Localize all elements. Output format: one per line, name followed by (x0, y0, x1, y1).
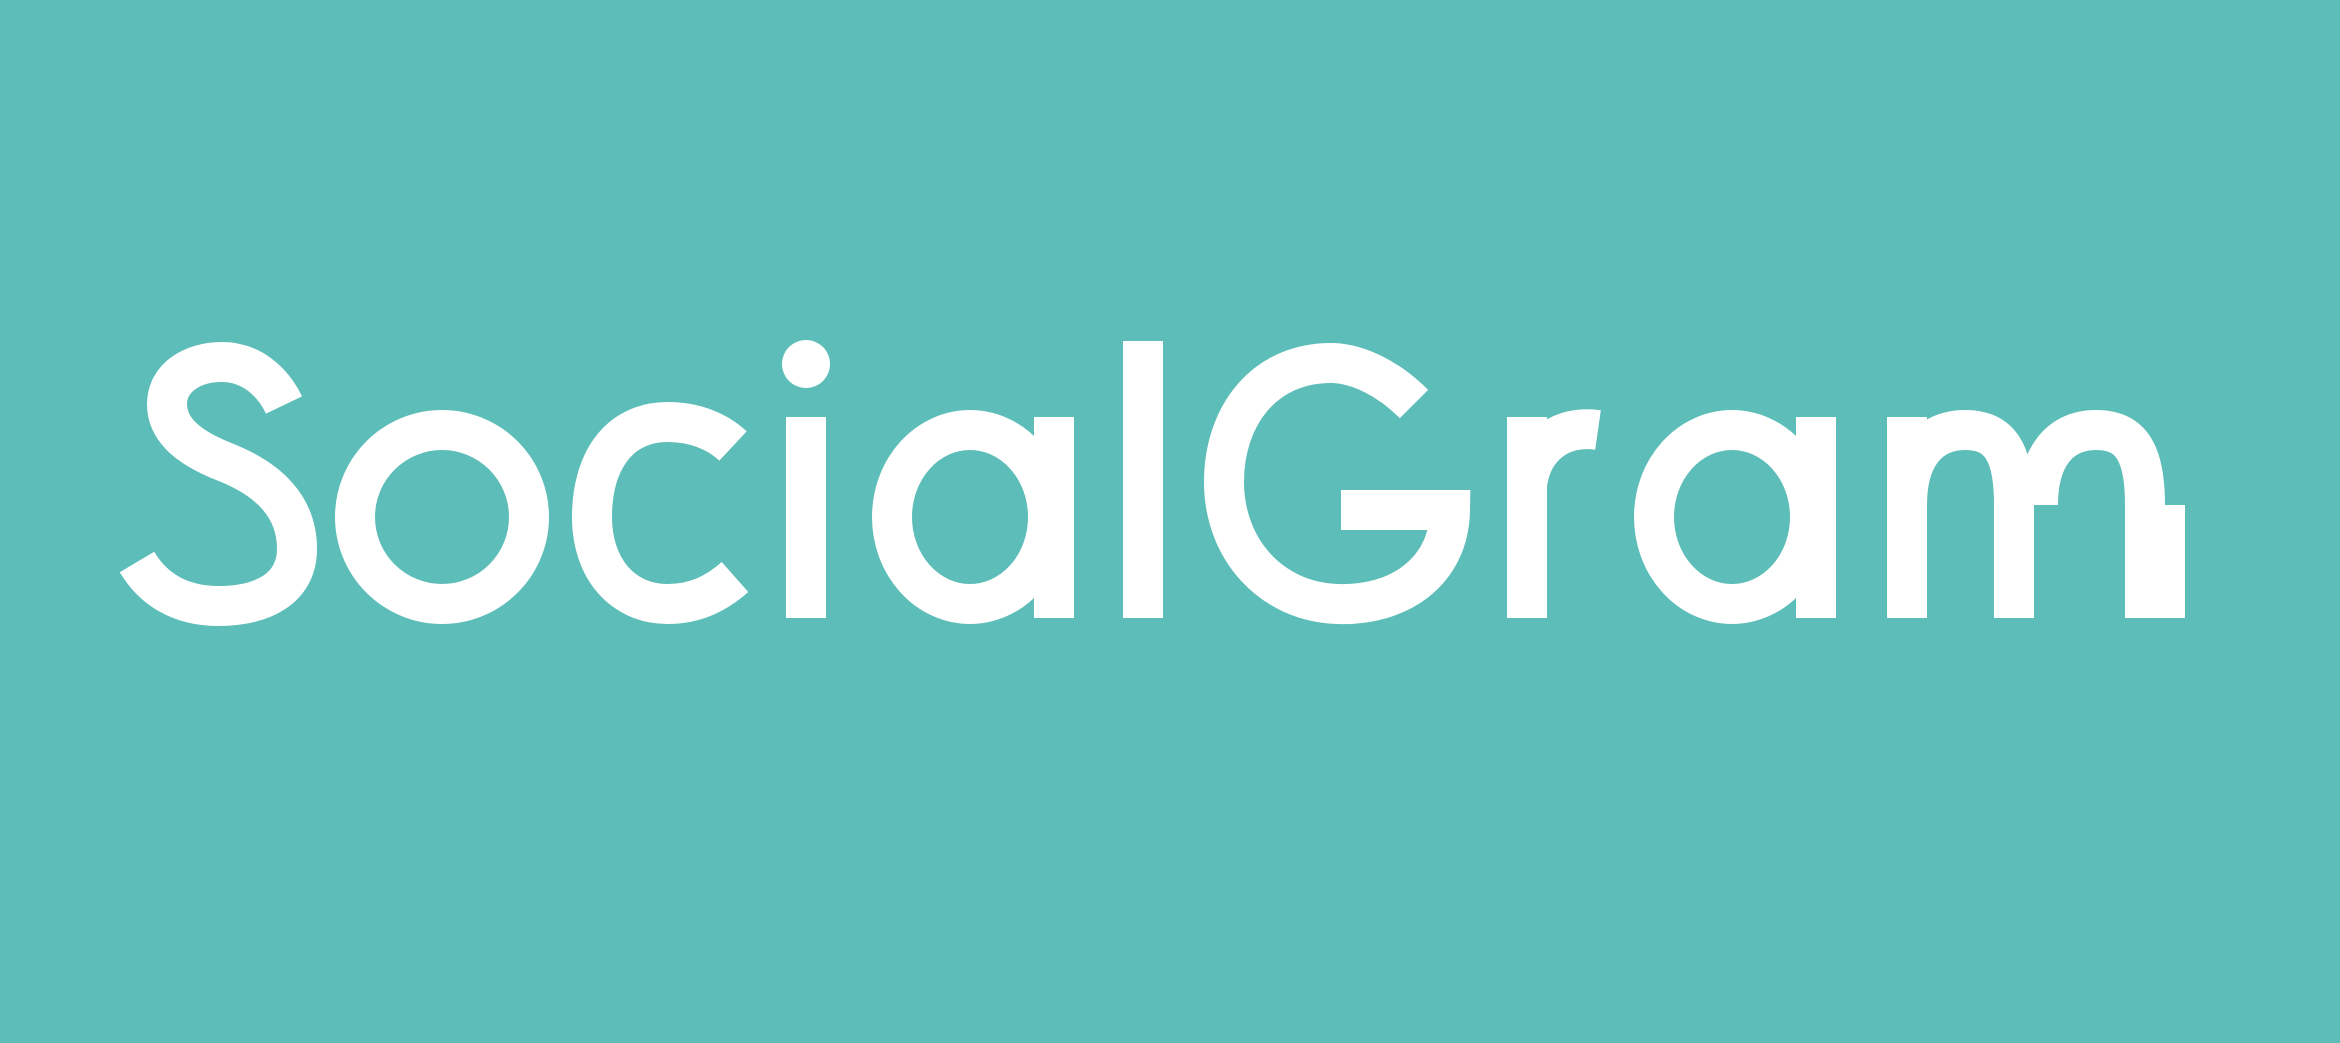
socialgram-logo (119, 340, 2185, 627)
logo-canvas: SocialGram (119, 340, 2185, 627)
